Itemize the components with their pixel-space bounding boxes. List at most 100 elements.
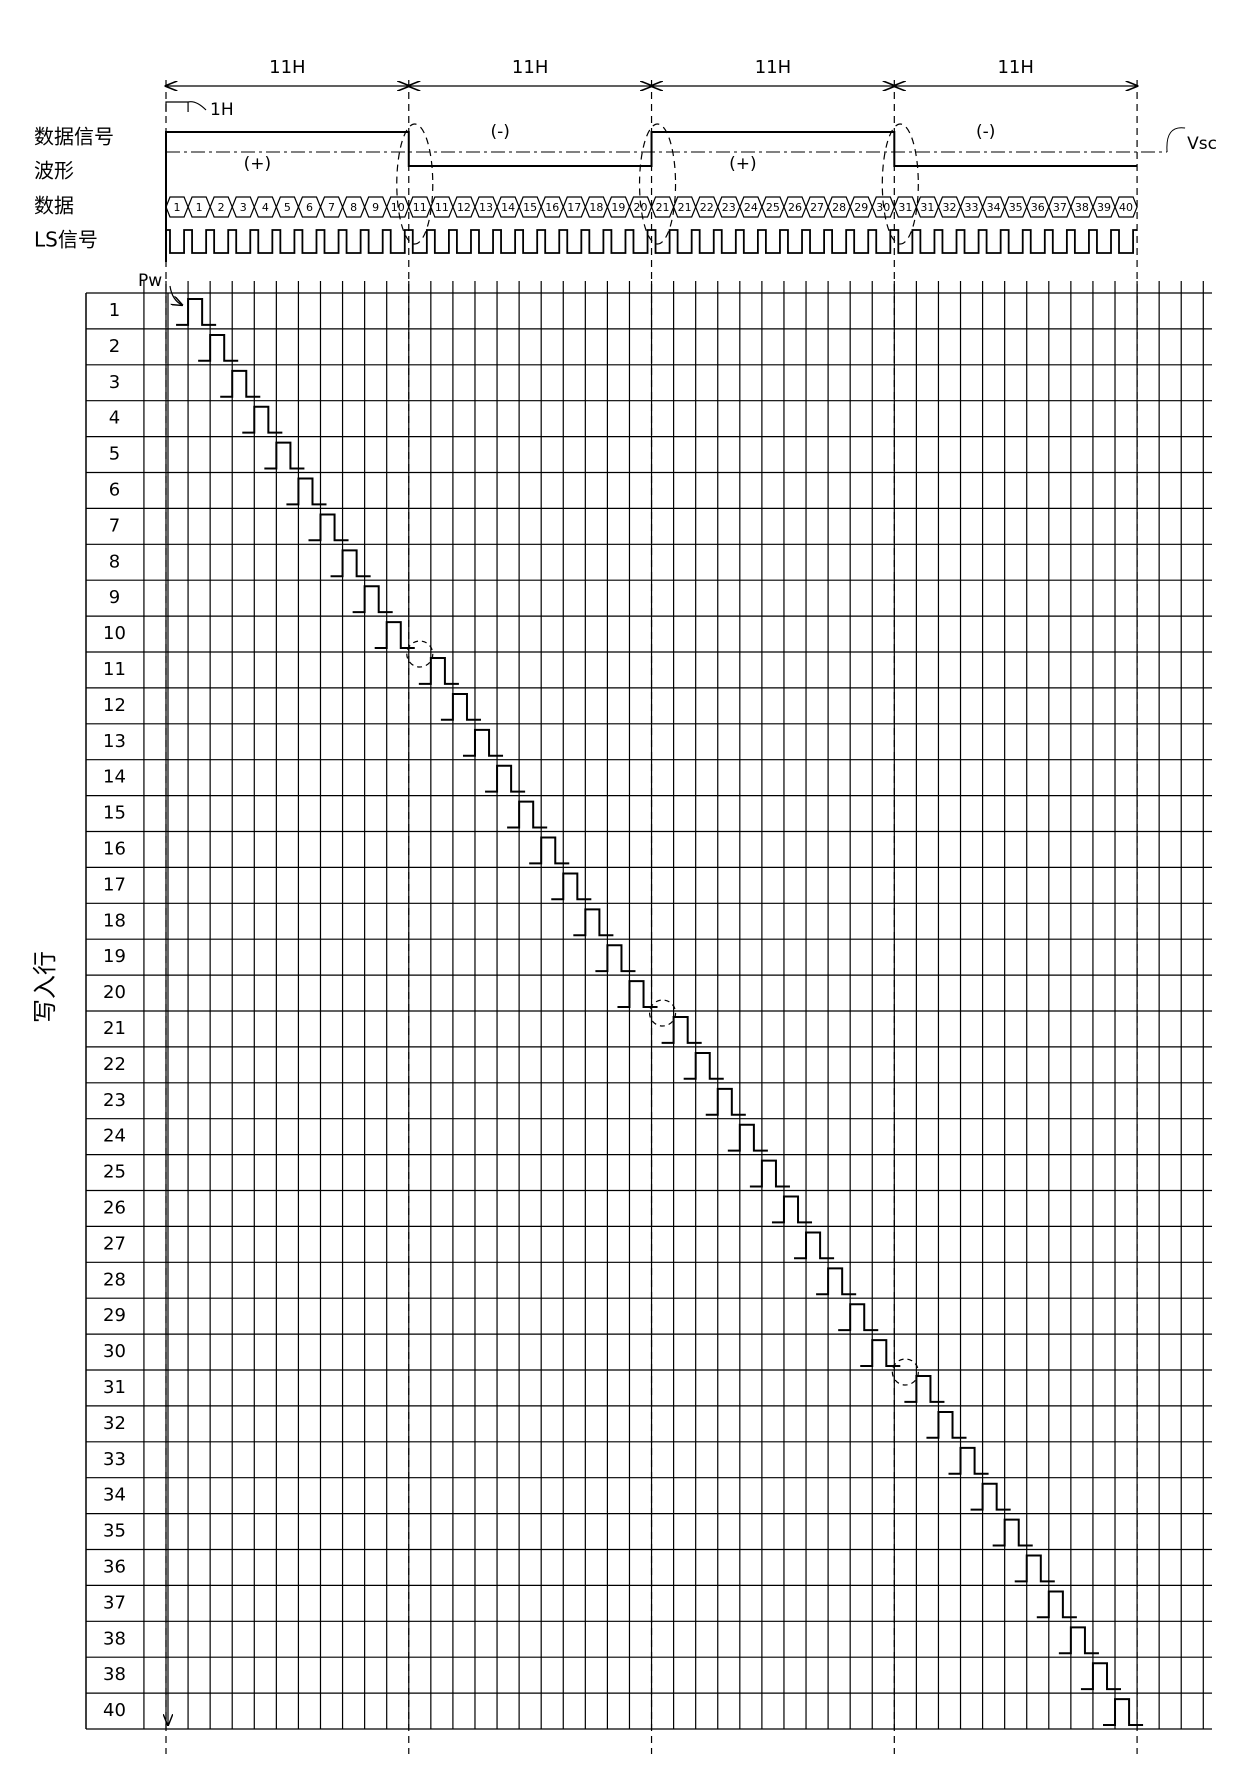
data-cell-label: 13 [479, 201, 493, 214]
pw-leader [170, 286, 182, 305]
row-label: 7 [109, 515, 120, 536]
data-cell-label: 3 [240, 201, 247, 214]
timing-diagram: 1234567891011121314151617181920212223242… [0, 0, 1240, 1786]
vsc-leader [1167, 128, 1185, 152]
polarity-label: (-) [976, 122, 995, 142]
row-label: 20 [103, 982, 126, 1003]
data-cell-label: 34 [987, 201, 1001, 214]
data-cell-label: 7 [328, 201, 335, 214]
row-label: 30 [103, 1341, 126, 1362]
row-label: 27 [103, 1233, 126, 1254]
row-label: 37 [103, 1592, 126, 1613]
row-label: 3 [109, 372, 120, 393]
row-label: 21 [103, 1018, 126, 1039]
row-label: 29 [103, 1305, 126, 1326]
data-cell-label: 17 [567, 201, 581, 214]
data-cell-label: 29 [854, 201, 868, 214]
data-cell-label: 27 [810, 201, 824, 214]
data-cell-label: 21 [678, 201, 692, 214]
data-cell-label: 32 [942, 201, 956, 214]
row-label: 12 [103, 695, 126, 716]
data-cell-label: 21 [656, 201, 670, 214]
data-cell-label: 4 [262, 201, 269, 214]
row-label: 15 [103, 803, 126, 824]
data-cell-label: 35 [1009, 201, 1023, 214]
row-label: 9 [109, 587, 120, 608]
data-cell-label: 30 [876, 201, 890, 214]
signal-label: 数据信号 [34, 125, 114, 149]
data-cell-label: 11 [435, 201, 449, 214]
row-label: 13 [103, 731, 126, 752]
polarity-label: (-) [490, 122, 509, 142]
data-cell-label: 16 [545, 201, 559, 214]
data-cell-label: 31 [898, 201, 912, 214]
pw-label: Pw [138, 271, 162, 291]
row-label: 40 [103, 1700, 126, 1721]
row-label: 11 [103, 659, 126, 680]
data-cell-label: 2 [218, 201, 225, 214]
row-label: 18 [103, 910, 126, 931]
skip-mark [650, 1000, 676, 1026]
data-cell-label: 1 [174, 201, 181, 214]
data-cell-label: 23 [722, 201, 736, 214]
row-label: 5 [109, 444, 120, 465]
data-cell-label: 15 [523, 201, 537, 214]
data-cell-label: 31 [920, 201, 934, 214]
period-label: 11H [755, 57, 791, 78]
data-cell-label: 12 [457, 201, 471, 214]
data-cell-label: 9 [372, 201, 379, 214]
row-label: 22 [103, 1054, 126, 1075]
data-cell-label: 8 [350, 201, 357, 214]
data-cell-label: 25 [766, 201, 780, 214]
row-label: 19 [103, 946, 126, 967]
data-cell-label: 38 [1075, 201, 1089, 214]
data-cell-label: 22 [700, 201, 714, 214]
signal-label: 数据 [34, 194, 74, 218]
row-label: 34 [103, 1485, 126, 1506]
data-cell-label: 19 [611, 201, 625, 214]
transition-mark [640, 124, 676, 244]
data-cell-label: 5 [284, 201, 291, 214]
period-label: 11H [512, 57, 548, 78]
data-cell-label: 1 [196, 201, 203, 214]
data-cell-label: 24 [744, 201, 758, 214]
data-cell-label: 14 [501, 201, 515, 214]
row-label: 25 [103, 1162, 126, 1183]
row-label: 6 [109, 479, 120, 500]
row-label: 14 [103, 767, 126, 788]
period-label: 11H [997, 57, 1033, 78]
data-cell-label: 37 [1053, 201, 1067, 214]
row-label: 16 [103, 838, 126, 859]
data-cell-label: 28 [832, 201, 846, 214]
polarity-label: (+) [729, 154, 757, 174]
signal-label: 波形 [34, 159, 74, 183]
polarity-label: (+) [244, 154, 272, 174]
row-label: 38 [103, 1664, 126, 1685]
row-label: 28 [103, 1269, 126, 1290]
row-label: 31 [103, 1377, 126, 1398]
row-axis-label: 写入行 [31, 951, 59, 1023]
data-cell-label: 20 [634, 201, 648, 214]
unit-label: 1H [210, 100, 234, 120]
row-label: 33 [103, 1449, 126, 1470]
row-label: 2 [109, 336, 120, 357]
skip-mark [892, 1359, 918, 1385]
data-cell-label: 26 [788, 201, 802, 214]
row-label: 23 [103, 1090, 126, 1111]
row-label: 4 [109, 408, 120, 429]
row-label: 35 [103, 1521, 126, 1542]
data-cell-label: 40 [1119, 201, 1133, 214]
row-label: 24 [103, 1126, 126, 1147]
data-cell-label: 36 [1031, 201, 1045, 214]
signal-label: LS信号 [34, 228, 98, 252]
vsc-label: Vsc [1187, 134, 1217, 154]
transition-mark [397, 124, 433, 244]
row-label: 8 [109, 551, 120, 572]
row-label: 10 [103, 623, 126, 644]
data-cell-label: 33 [965, 201, 979, 214]
period-label: 11H [269, 57, 305, 78]
data-cell-label: 10 [391, 201, 405, 214]
row-label: 17 [103, 874, 126, 895]
data-cell-label: 6 [306, 201, 313, 214]
transition-mark [882, 124, 918, 244]
